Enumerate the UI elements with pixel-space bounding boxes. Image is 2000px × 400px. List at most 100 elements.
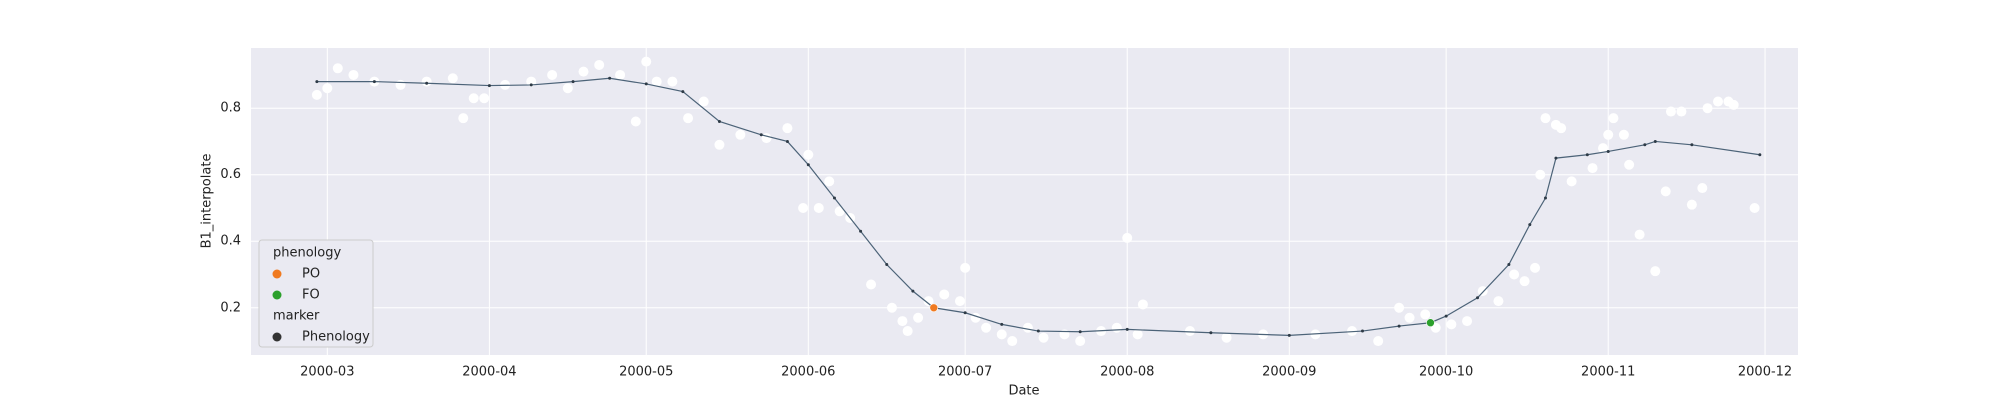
line-marker — [1606, 149, 1610, 153]
x-tick-label: 2000-10 — [1419, 365, 1473, 380]
data-point — [1634, 229, 1645, 240]
data-point — [562, 83, 573, 94]
data-point — [332, 63, 343, 74]
line-marker — [529, 83, 533, 87]
data-point — [1420, 309, 1431, 320]
line-marker — [885, 263, 889, 267]
x-tick-label: 2000-08 — [1100, 365, 1154, 380]
data-point — [683, 113, 694, 124]
data-point — [813, 202, 824, 213]
line-marker — [806, 163, 810, 167]
data-point — [421, 76, 432, 87]
data-point — [447, 73, 458, 84]
y-tick-label: 0.6 — [220, 167, 241, 182]
x-tick-label: 2000-06 — [781, 365, 835, 380]
line-marker — [1125, 327, 1129, 331]
line-marker — [1543, 196, 1547, 200]
data-point — [615, 69, 626, 80]
data-point — [1650, 266, 1661, 277]
x-tick-label: 2000-11 — [1581, 365, 1635, 380]
line-marker — [1554, 156, 1558, 160]
data-point — [468, 93, 479, 104]
data-point — [1702, 103, 1713, 114]
data-point — [1446, 319, 1457, 330]
data-point — [1038, 332, 1049, 343]
data-point — [923, 296, 934, 307]
line-marker — [608, 76, 612, 80]
data-point — [1426, 318, 1435, 328]
data-point — [1530, 262, 1541, 273]
line-marker — [425, 81, 429, 85]
line-marker — [717, 120, 721, 124]
data-point — [526, 76, 537, 87]
legend-swatch — [272, 290, 282, 300]
data-point — [1749, 202, 1760, 213]
data-point — [1462, 316, 1473, 327]
data-point — [348, 69, 359, 80]
data-point — [939, 289, 950, 300]
data-point — [1075, 336, 1086, 347]
data-point — [395, 79, 406, 90]
line-marker — [372, 80, 376, 84]
x-tick-label: 2000-12 — [1738, 365, 1792, 380]
data-point — [1624, 159, 1635, 170]
data-point — [547, 69, 558, 80]
line-marker — [1653, 139, 1657, 143]
data-point — [929, 303, 939, 313]
line-marker — [1000, 322, 1004, 326]
data-point — [1587, 163, 1598, 174]
data-point — [996, 329, 1007, 340]
y-tick-label: 0.8 — [220, 101, 241, 116]
data-point — [1007, 336, 1018, 347]
line-marker — [1507, 263, 1511, 267]
data-point — [1394, 302, 1405, 313]
line-marker — [644, 82, 648, 86]
legend-label: PO — [302, 267, 320, 282]
data-point — [897, 316, 908, 327]
x-axis-label: Date — [1008, 384, 1039, 399]
line-marker — [315, 80, 319, 84]
data-point — [1728, 99, 1739, 110]
data-point — [1697, 183, 1708, 194]
legend-box — [258, 239, 374, 348]
line-marker — [911, 289, 915, 293]
data-point — [735, 129, 746, 140]
data-point — [322, 83, 333, 94]
line-marker — [1444, 314, 1448, 318]
line-marker — [487, 84, 491, 88]
data-point — [1122, 232, 1133, 243]
data-point — [1566, 176, 1577, 187]
data-point — [803, 149, 814, 160]
data-point — [667, 76, 678, 87]
data-point — [1509, 269, 1520, 280]
data-point — [1022, 322, 1033, 333]
data-point — [1676, 106, 1687, 117]
line-marker — [759, 133, 763, 137]
data-point — [1665, 106, 1676, 117]
data-point — [698, 96, 709, 107]
data-point — [458, 113, 469, 124]
data-point — [1686, 199, 1697, 210]
line-marker — [1643, 143, 1647, 147]
line-marker — [1690, 143, 1694, 147]
legend-title: phenology — [273, 246, 341, 261]
x-tick-label: 2000-07 — [938, 365, 992, 380]
data-point — [1477, 286, 1488, 297]
data-point — [1556, 123, 1567, 134]
data-point — [981, 322, 992, 333]
line-marker — [1360, 329, 1364, 333]
data-point — [782, 123, 793, 134]
data-point — [1111, 322, 1122, 333]
y-axis-label: B1_interpolate — [200, 154, 215, 249]
data-point — [594, 59, 605, 70]
data-point — [1493, 296, 1504, 307]
data-point — [1603, 129, 1614, 140]
data-point — [1597, 143, 1608, 154]
data-point — [1137, 299, 1148, 310]
line-marker — [1528, 223, 1532, 227]
data-point — [1347, 326, 1358, 337]
data-point — [1184, 326, 1195, 337]
line-marker — [832, 196, 836, 200]
data-point — [798, 202, 809, 213]
